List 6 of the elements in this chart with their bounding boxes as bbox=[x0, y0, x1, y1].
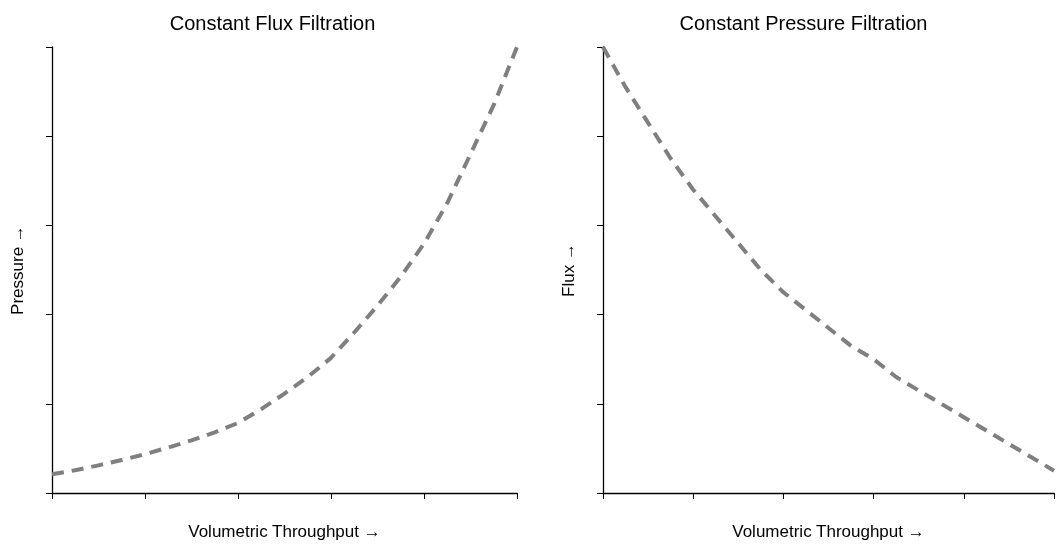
y-axis-title: Flux → bbox=[559, 243, 578, 297]
y-axis-title: Pressure → bbox=[8, 225, 27, 315]
chart-title: Constant Flux Filtration bbox=[169, 12, 376, 34]
x-axis-title: Volumetric Throughput → bbox=[188, 522, 381, 541]
chart-title: Constant Pressure Filtration bbox=[679, 12, 928, 34]
x-axis-title: Volumetric Throughput → bbox=[732, 522, 925, 541]
